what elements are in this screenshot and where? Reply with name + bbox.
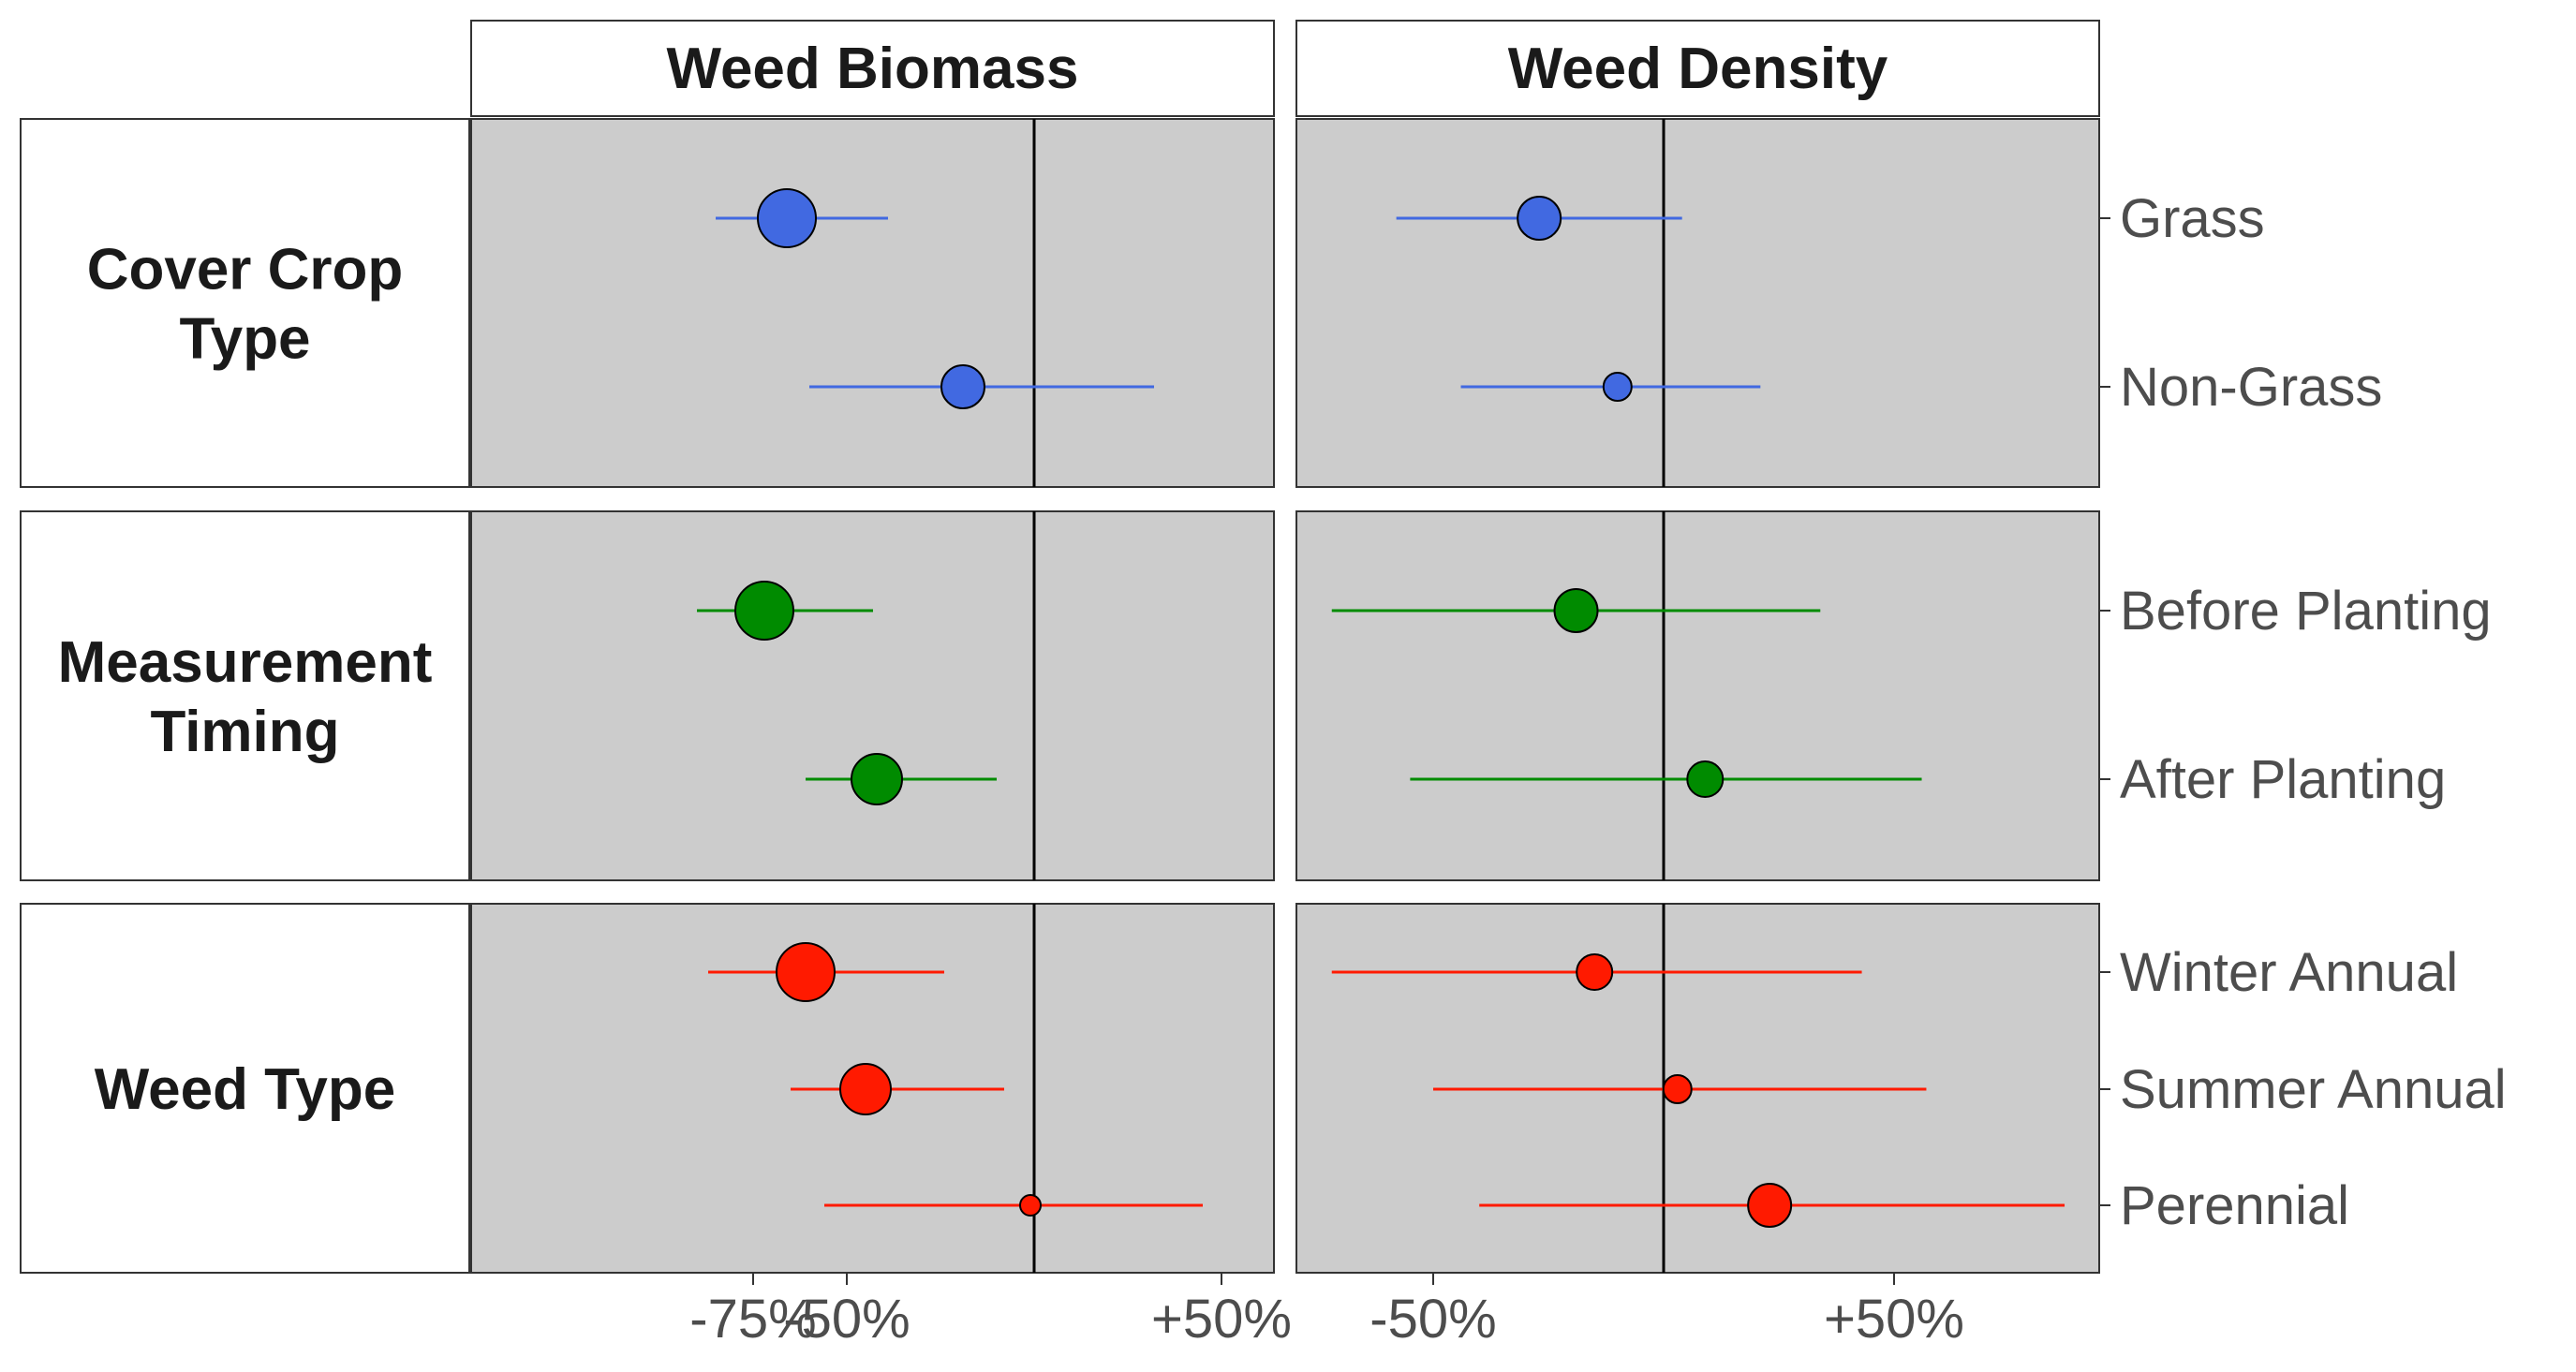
panel-cover-crop-type-density (1295, 118, 2100, 488)
column-header-density: Weed Density (1508, 37, 1888, 101)
x-tick-label-biomass-50: -50% (783, 1289, 910, 1350)
estimate-point-grass-density (1517, 196, 1562, 241)
y-label-before-planting: Before Planting (2120, 581, 2492, 642)
column-header-biomass: Weed Biomass (667, 37, 1079, 101)
y-label-winter-annual: Winter Annual (2120, 942, 2458, 1003)
y-label-summer-annual: Summer Annual (2120, 1059, 2507, 1120)
estimate-point-perennial-biomass (1019, 1194, 1042, 1217)
row-label-measurement-timing-line-2: Timing (150, 700, 339, 764)
column-header-strip-biomass (470, 20, 1275, 117)
estimate-point-non-grass-density (1602, 372, 1633, 402)
row-strip-weed-type (20, 903, 470, 1274)
x-tick-label-density-50: +50% (1824, 1289, 1964, 1350)
x-tick-label-biomass-75: -75% (689, 1289, 816, 1350)
estimate-point-perennial-density (1747, 1183, 1793, 1228)
estimate-point-summer-annual-biomass (839, 1063, 892, 1115)
y-label-after-planting: After Planting (2120, 749, 2446, 810)
column-header-strip-density (1295, 20, 2100, 117)
estimate-point-winter-annual-biomass (776, 942, 836, 1002)
estimate-point-summer-annual-density (1662, 1074, 1693, 1104)
estimate-point-grass-biomass (757, 188, 817, 248)
panel-measurement-timing-biomass (470, 510, 1275, 881)
estimate-point-non-grass-biomass (940, 364, 985, 409)
estimate-point-winter-annual-density (1576, 953, 1614, 991)
y-label-perennial: Perennial (2120, 1175, 2349, 1236)
row-label-cover-crop-type-line-2: Type (179, 307, 310, 372)
y-label-grass: Grass (2120, 188, 2265, 249)
y-label-non-grass: Non-Grass (2120, 357, 2382, 418)
row-label-weed-type-line-1: Weed Type (95, 1057, 396, 1122)
estimate-point-before-planting-biomass (734, 581, 794, 641)
estimate-point-after-planting-biomass (851, 753, 903, 805)
row-label-measurement-timing-line-1: Measurement (58, 630, 433, 695)
x-tick-label-density-50: -50% (1369, 1289, 1496, 1350)
row-strip-measurement-timing (20, 510, 470, 881)
x-tick-label-biomass-50: +50% (1151, 1289, 1292, 1350)
panel-measurement-timing-density (1295, 510, 2100, 881)
panel-cover-crop-type-biomass (470, 118, 1275, 488)
row-strip-cover-crop-type (20, 118, 470, 488)
row-label-cover-crop-type-line-1: Cover Crop (87, 238, 404, 302)
estimate-point-before-planting-density (1553, 588, 1599, 633)
estimate-point-after-planting-density (1686, 760, 1725, 798)
